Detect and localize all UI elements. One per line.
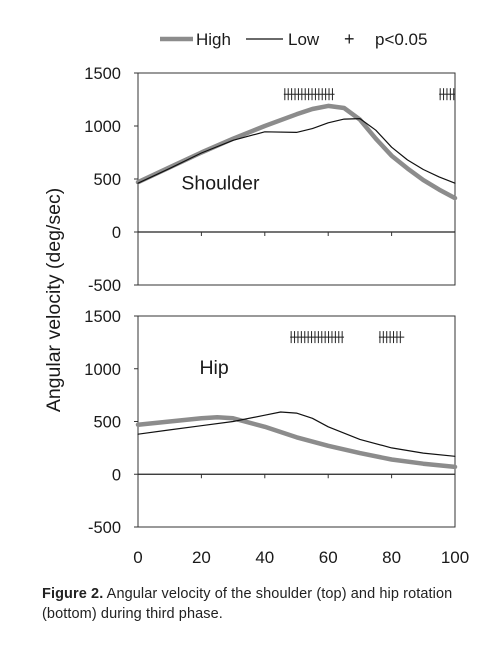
y-tick-label: 500 — [93, 414, 121, 432]
x-tick-label: 0 — [133, 548, 142, 567]
caption-text: Angular velocity of the shoulder (top) a… — [42, 586, 453, 622]
y-tick-label: -500 — [88, 519, 121, 537]
series-line-low — [137, 117, 456, 184]
panel-annotation: Shoulder — [181, 173, 260, 195]
series-line-high — [135, 103, 458, 201]
x-tick-label: 60 — [319, 548, 338, 567]
shoulder-panel: -500 0 500 1000 1500 Shoulder — [84, 65, 458, 295]
y-tick-label: 0 — [112, 466, 121, 484]
legend-high-label: High — [196, 30, 231, 49]
x-tick-label: 20 — [192, 548, 211, 567]
series-line-low — [137, 411, 456, 457]
y-tick-label: -500 — [88, 277, 121, 295]
y-tick-label: 1000 — [84, 118, 121, 136]
y-tick-label: 1000 — [84, 361, 121, 379]
legend-plus-symbol: + — [344, 29, 355, 49]
y-tick-label: 1500 — [84, 65, 121, 83]
legend-p-label: p<0.05 — [375, 30, 427, 49]
series-line-high — [135, 415, 458, 470]
panel-annotation: Hip — [199, 357, 228, 379]
figure-caption: Figure 2. Angular velocity of the should… — [42, 584, 467, 624]
hip-panel: -500 0 500 1000 1500 0 20 40 60 80 100 Hip — [84, 308, 469, 567]
x-tick-label: 40 — [255, 548, 274, 567]
legend-low-label: Low — [288, 30, 320, 49]
legend: High Low + p<0.05 — [160, 29, 427, 49]
caption-label: Figure 2. — [42, 586, 104, 602]
y-tick-label: 500 — [93, 171, 121, 189]
x-tick-label: 80 — [382, 548, 401, 567]
y-axis-label: Angular velocity (deg/sec) — [43, 188, 65, 412]
x-tick-label: 100 — [441, 548, 469, 567]
y-tick-label: 0 — [112, 224, 121, 242]
y-tick-label: 1500 — [84, 308, 121, 326]
